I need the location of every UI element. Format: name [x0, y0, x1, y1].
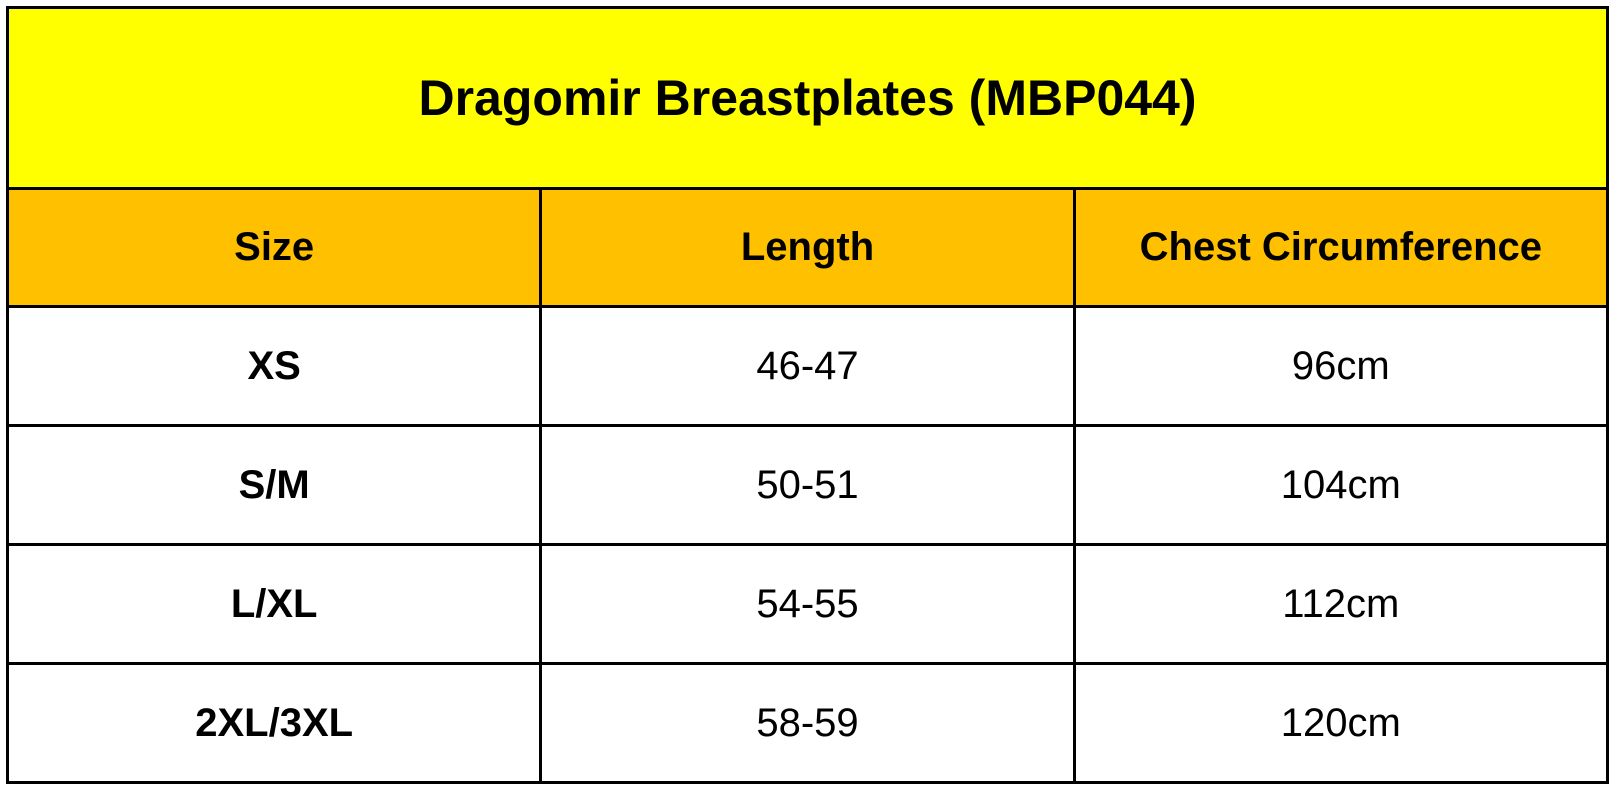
table-cell: XS: [5, 305, 543, 427]
column-header: Length: [539, 187, 1076, 308]
table-row: S/M 50-51 104cm: [5, 424, 1610, 546]
title-row: Dragomir Breastplates (MBP044): [6, 6, 1609, 190]
size-chart: Dragomir Breastplates (MBP044) Size Lengt…: [5, 6, 1610, 784]
column-header: Size: [5, 187, 543, 308]
table-cell: 46-47: [539, 305, 1076, 427]
table-cell: 58-59: [539, 662, 1076, 784]
table-row: XS 46-47 96cm: [5, 305, 1610, 427]
title: Dragomir Breastplates (MBP044): [6, 6, 1609, 190]
column-header: Chest Circumference: [1072, 187, 1610, 308]
table-cell: 50-51: [539, 424, 1076, 546]
table-row: 2XL/3XL 58-59 120cm: [5, 662, 1610, 784]
table-cell: 120cm: [1072, 662, 1610, 784]
table-cell: L/XL: [5, 543, 543, 665]
table-cell: 96cm: [1072, 305, 1610, 427]
table-row: L/XL 54-55 112cm: [5, 543, 1610, 665]
table-cell: 112cm: [1072, 543, 1610, 665]
table-cell: 54-55: [539, 543, 1076, 665]
table-cell: S/M: [5, 424, 543, 546]
table-cell: 104cm: [1072, 424, 1610, 546]
header-row: Size Length Chest Circumference: [5, 187, 1610, 308]
table-cell: 2XL/3XL: [5, 662, 543, 784]
